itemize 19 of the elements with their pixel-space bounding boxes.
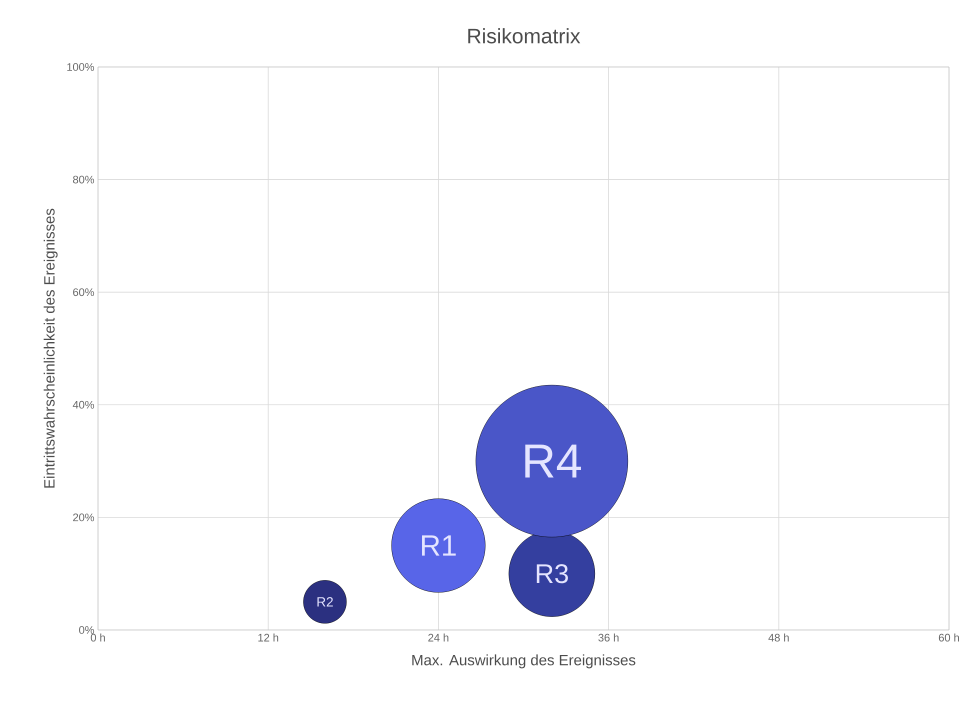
x-tick-label: 36 h bbox=[598, 634, 619, 642]
y-axis-title: Eintrittswahrscheinlichkeit des Ereignisses bbox=[44, 208, 58, 488]
y-tick-label: 0% bbox=[79, 626, 94, 634]
annotation: R2 bbox=[317, 597, 333, 607]
x-tick-label: 60 h bbox=[938, 634, 959, 642]
x-axis-title: Max. Auswirkung des Ereignisses bbox=[412, 654, 636, 668]
y-tick-label: 20% bbox=[73, 514, 94, 522]
x-tick-label: 24 h bbox=[428, 634, 448, 642]
x-tick-label: 48 h bbox=[768, 634, 789, 642]
annotation: R4 bbox=[525, 444, 581, 478]
annotation: R3 bbox=[536, 564, 568, 584]
y-tick-label: 40% bbox=[72, 400, 94, 409]
y-tick-label: 80% bbox=[73, 176, 94, 184]
chart-title: Risikomatrix bbox=[468, 28, 580, 44]
x-tick-label: 0 h bbox=[90, 634, 105, 642]
y-tick-label: 60% bbox=[73, 288, 94, 296]
annotation: R1 bbox=[422, 535, 456, 556]
y-tick-label: 100% bbox=[67, 63, 94, 71]
x-tick-label: 12 h bbox=[258, 634, 278, 642]
